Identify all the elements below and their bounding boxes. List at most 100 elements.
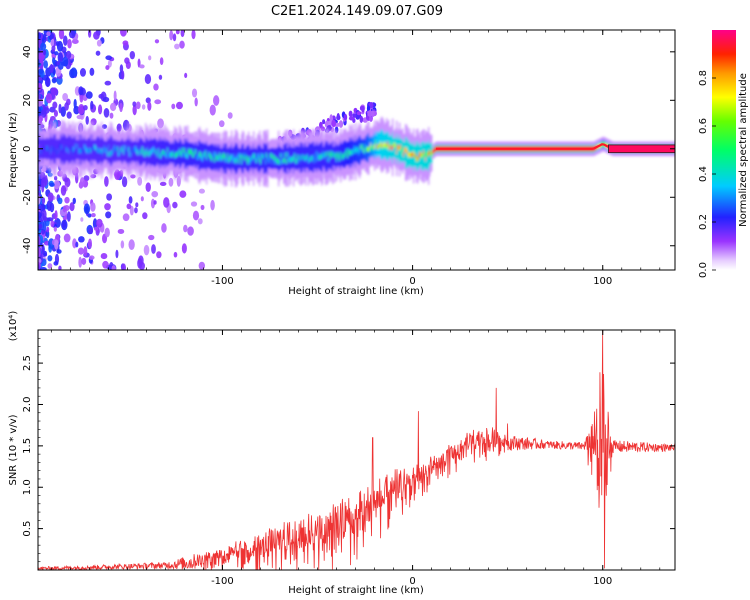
ridge-core xyxy=(354,145,356,151)
ridge-core xyxy=(383,142,385,148)
ridge-band xyxy=(153,139,155,166)
ridge-core xyxy=(328,157,330,163)
ridge-core xyxy=(321,153,323,159)
ridge-core xyxy=(284,157,286,163)
ridge-core xyxy=(393,142,395,148)
ridge-core xyxy=(378,144,380,150)
noise-blob xyxy=(126,203,132,210)
noise-blob xyxy=(120,240,125,249)
ridge-core xyxy=(309,157,311,163)
ridge-core xyxy=(144,152,146,158)
figure-title: C2E1.2024.149.09.07.G09 xyxy=(271,4,443,19)
ridge-core xyxy=(262,154,264,160)
noise-blob xyxy=(356,111,362,116)
y-tick-label: 0.5 xyxy=(22,521,33,537)
noise-blob xyxy=(179,190,187,198)
y-tick-label: 1.5 xyxy=(22,438,33,454)
ridge-band xyxy=(382,130,384,160)
ridge-core xyxy=(178,151,180,157)
ridge-core xyxy=(431,152,433,158)
ridge-core xyxy=(367,146,369,152)
ridge-core xyxy=(333,150,335,156)
ridge-core xyxy=(217,156,219,161)
ridge-core xyxy=(353,149,355,154)
ridge-core xyxy=(418,155,420,161)
ridge-band xyxy=(260,145,262,172)
ridge-band xyxy=(202,142,204,169)
ridge-band xyxy=(328,144,330,169)
noise-blob xyxy=(192,210,200,221)
ridge-core xyxy=(179,148,181,154)
ridge-core xyxy=(349,150,351,156)
ridge-band xyxy=(205,143,207,170)
ridge-band xyxy=(96,137,98,163)
ridge-band xyxy=(238,147,240,170)
ridge-core xyxy=(108,144,110,150)
ridge-core xyxy=(263,155,265,160)
ridge-band xyxy=(50,132,52,165)
ridge-core xyxy=(397,144,399,150)
ridge-core xyxy=(231,154,233,160)
noise-blob xyxy=(54,210,58,221)
noise-blob xyxy=(322,119,326,125)
ridge-core xyxy=(209,152,211,158)
ridge-core xyxy=(194,149,196,155)
ridge-core xyxy=(334,152,336,158)
ridge-core xyxy=(243,152,245,158)
colorbar-tick-label: 0.0 xyxy=(698,262,709,278)
ridge-core xyxy=(198,154,200,160)
ridge-core xyxy=(371,145,373,151)
ridge-core xyxy=(427,150,429,156)
ridge-band xyxy=(258,145,260,172)
ridge-band xyxy=(280,147,282,170)
ridge-band xyxy=(272,147,274,170)
ridge-band xyxy=(239,148,241,169)
noise-blob xyxy=(53,226,57,232)
noise-blob xyxy=(104,203,111,211)
noise-blob xyxy=(47,255,53,262)
ridge-core xyxy=(131,151,133,157)
ridge-core xyxy=(261,152,263,158)
ridge-core xyxy=(189,150,191,156)
ridge-core xyxy=(195,149,197,155)
y-tick-label: 0 xyxy=(22,146,33,152)
noise-blob xyxy=(227,112,233,119)
ridge-core xyxy=(314,153,316,159)
ridge-core xyxy=(398,145,400,151)
noise-blob xyxy=(122,40,129,46)
noise-blob xyxy=(38,211,42,219)
ridge-core xyxy=(399,146,401,151)
ridge-core xyxy=(270,152,272,158)
ridge-core xyxy=(266,152,268,158)
ridge-core xyxy=(134,146,136,152)
ridge-core xyxy=(150,149,152,155)
ridge-core xyxy=(293,155,295,161)
noise-blob xyxy=(50,220,55,228)
ridge-core xyxy=(352,149,354,155)
noise-blob xyxy=(90,100,94,110)
ridge-core xyxy=(318,152,320,158)
ridge-core xyxy=(102,150,104,156)
ridge-core xyxy=(140,147,142,153)
ridge-core xyxy=(116,146,118,152)
ridge-core xyxy=(246,155,248,161)
ridge-band xyxy=(378,132,380,156)
ridge-core xyxy=(58,148,60,154)
ridge-core xyxy=(85,145,87,151)
ridge-core xyxy=(410,152,412,158)
ridge-band xyxy=(184,138,186,169)
ridge-core xyxy=(210,154,212,160)
ridge-core xyxy=(69,143,71,149)
ridge-core xyxy=(255,157,257,163)
noise-blob xyxy=(173,251,178,258)
noise-blob xyxy=(41,244,45,255)
ridge-core xyxy=(190,149,192,154)
ridge-core xyxy=(264,153,266,158)
noise-blob xyxy=(371,110,375,118)
ridge-band xyxy=(376,131,378,158)
noise-blob xyxy=(137,258,143,269)
noise-blob xyxy=(180,30,185,38)
ridge-core xyxy=(127,145,129,151)
noise-blob xyxy=(76,114,84,120)
ridge-core xyxy=(56,150,58,155)
